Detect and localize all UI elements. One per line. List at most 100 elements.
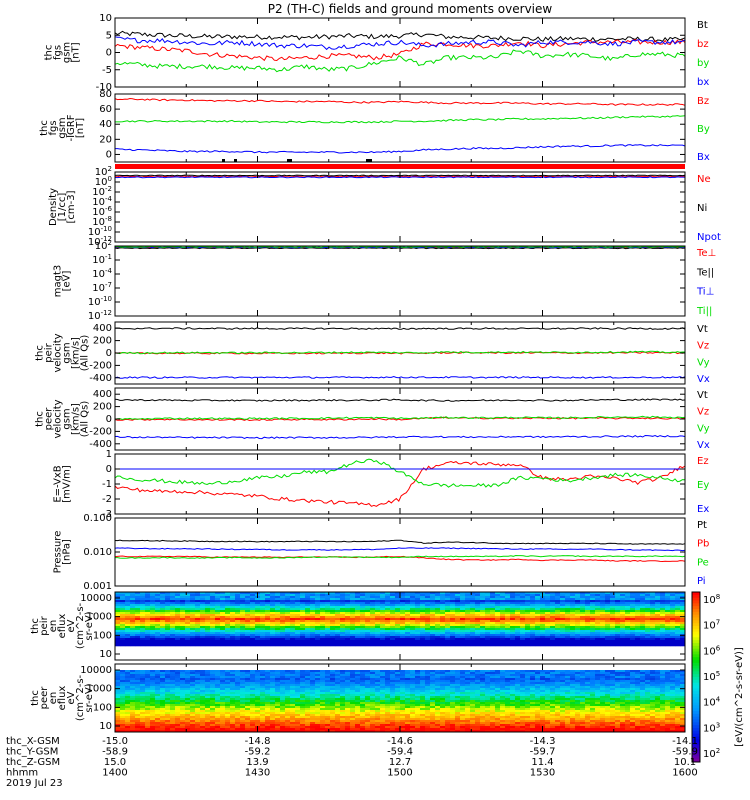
spectrogram-cell	[265, 614, 271, 617]
spectrogram-cell	[310, 642, 316, 645]
spectrogram-cell	[450, 612, 456, 615]
spectrogram-cell	[650, 608, 656, 611]
spectrogram-cell	[260, 612, 266, 615]
spectrogram-cell	[125, 692, 131, 695]
spectrogram-cell	[235, 688, 241, 691]
spectrogram-cell	[155, 674, 161, 677]
spectrogram-cell	[165, 608, 171, 611]
spectrogram-cell	[640, 690, 646, 693]
spectrogram-cell	[325, 616, 331, 619]
spectrogram-cell	[530, 688, 536, 691]
spectrogram-cell	[290, 688, 296, 691]
spectrogram-cell	[625, 600, 631, 603]
spectrogram-cell	[190, 608, 196, 611]
spectrogram-cell	[145, 622, 151, 625]
spectrogram-cell	[365, 618, 371, 621]
spectrogram-cell	[475, 678, 481, 681]
spectrogram-cell	[440, 614, 446, 617]
spectrogram-cell	[525, 618, 531, 621]
spectrogram-cell	[395, 638, 401, 641]
spectrogram-cell	[195, 676, 201, 679]
spectrogram-cell	[540, 694, 546, 697]
spectrogram-cell	[365, 682, 371, 685]
spectrogram-cell	[520, 686, 526, 689]
spectrogram-cell	[645, 594, 651, 597]
spectrogram-cell	[255, 618, 261, 621]
spectrogram-cell	[255, 690, 261, 693]
spectrogram-cell	[115, 672, 121, 675]
spectrogram-cell	[665, 674, 671, 677]
spectrogram-cell	[425, 672, 431, 675]
spectrogram-cell	[215, 694, 221, 697]
spectrogram-cell	[630, 634, 636, 637]
spectrogram-cell	[305, 614, 311, 617]
spectrogram-cell	[270, 630, 276, 633]
spectrogram-cell	[560, 622, 566, 625]
spectrogram-cell	[670, 604, 676, 607]
spectrogram-cell	[455, 680, 461, 683]
spectrogram-cell	[205, 638, 211, 641]
spectrogram-cell	[455, 688, 461, 691]
spectrogram-cell	[280, 682, 286, 685]
spectrogram-cell	[335, 634, 341, 637]
spectrogram-cell	[420, 602, 426, 605]
spectrogram-cell	[550, 632, 556, 635]
spectrogram-cell	[150, 686, 156, 689]
spectrogram-cell	[410, 602, 416, 605]
spectrogram-cell	[230, 684, 236, 687]
spectrogram-cell	[360, 644, 366, 647]
spectrogram-cell	[145, 692, 151, 695]
spectrogram-cell	[295, 674, 301, 677]
legend-entry: Vz	[697, 341, 709, 352]
spectrogram-cell	[220, 596, 226, 599]
spectrogram-cell	[465, 688, 471, 691]
spectrogram-cell	[300, 670, 306, 673]
spectrogram-cell	[430, 630, 436, 633]
spectrogram-cell	[145, 600, 151, 603]
spectrogram-cell	[365, 692, 371, 695]
spectrogram-cell	[650, 690, 656, 693]
spectrogram-cell	[305, 600, 311, 603]
spectrogram-cell	[625, 640, 631, 643]
spectrogram-cell	[135, 638, 141, 641]
spectrogram-cell	[550, 676, 556, 679]
spectrogram-cell	[500, 642, 506, 645]
spectrogram-cell	[155, 640, 161, 643]
spectrogram-cell	[385, 602, 391, 605]
spectrogram-cell	[120, 632, 126, 635]
spectrogram-cell	[120, 686, 126, 689]
spectrogram-cell	[645, 622, 651, 625]
spectrogram-cell	[535, 640, 541, 643]
series-line-5-2	[114, 415, 686, 421]
spectrogram-cell	[465, 606, 471, 609]
spectrogram-cell	[365, 608, 371, 611]
spectrogram-cell	[495, 596, 501, 599]
spectrogram-cell	[560, 630, 566, 633]
spectrogram-cell	[565, 618, 571, 621]
spectrogram-cell	[595, 622, 601, 625]
spectrogram-cell	[250, 694, 256, 697]
spectrogram-cell	[440, 638, 446, 641]
spectrogram-cell	[475, 598, 481, 601]
spectrogram-cell	[325, 694, 331, 697]
spectrogram-cell	[410, 682, 416, 685]
spectrogram-cell	[375, 690, 381, 693]
spectrogram-cell	[610, 610, 616, 613]
spectrogram-cell	[405, 604, 411, 607]
spectrogram-cell	[115, 608, 121, 611]
y-tick-label: -2	[102, 494, 112, 505]
spectrogram-cell	[225, 620, 231, 623]
spectrogram-cell	[405, 670, 411, 673]
spectrogram-cell	[165, 626, 171, 629]
spectrogram-cell	[385, 612, 391, 615]
spectrogram-cell	[375, 672, 381, 675]
spectrogram-cell	[600, 670, 606, 673]
spectrogram-cell	[245, 632, 251, 635]
spectrogram-cell	[590, 642, 596, 645]
spectrogram-cell	[425, 640, 431, 643]
spectrogram-cell	[285, 602, 291, 605]
spectrogram-cell	[615, 608, 621, 611]
spectrogram-cell	[565, 680, 571, 683]
spectrogram-cell	[415, 604, 421, 607]
